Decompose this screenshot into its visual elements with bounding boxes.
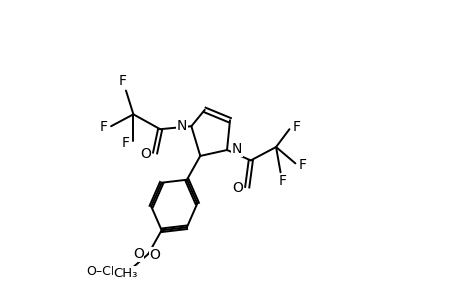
- Text: O: O: [133, 247, 144, 261]
- Text: CH₃: CH₃: [113, 267, 137, 280]
- Text: O: O: [232, 181, 242, 195]
- Text: F: F: [118, 74, 126, 88]
- Text: N: N: [176, 118, 186, 133]
- Text: F: F: [298, 158, 306, 172]
- Text: N: N: [231, 142, 241, 156]
- Text: F: F: [292, 120, 300, 134]
- Text: O–CH₃: O–CH₃: [87, 266, 126, 278]
- Text: F: F: [278, 174, 286, 188]
- Text: O: O: [149, 248, 160, 262]
- Text: F: F: [99, 120, 107, 134]
- Text: F: F: [121, 136, 129, 151]
- Text: O: O: [140, 147, 150, 160]
